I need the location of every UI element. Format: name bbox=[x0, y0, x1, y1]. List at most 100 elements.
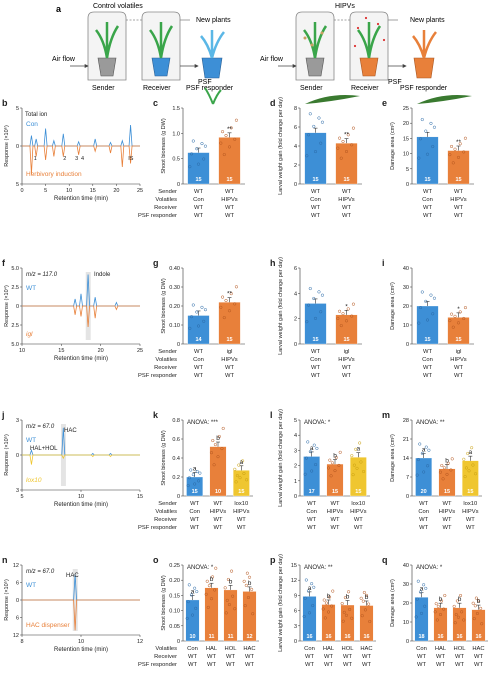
y-tick-label: 0 bbox=[406, 639, 409, 645]
row-cell: Con bbox=[310, 197, 321, 203]
y-tick-label: 4 bbox=[294, 144, 297, 150]
row-cell: WT bbox=[362, 654, 371, 660]
data-point bbox=[364, 593, 369, 597]
series-bottom-label: Herbivory induction bbox=[26, 171, 82, 178]
data-point bbox=[303, 596, 307, 600]
row-cell: WT bbox=[342, 189, 351, 195]
data-point bbox=[346, 307, 350, 311]
row-cell: igl bbox=[227, 349, 233, 355]
n-label: 15 bbox=[424, 337, 430, 343]
data-point bbox=[219, 305, 223, 309]
data-point bbox=[329, 474, 333, 478]
y-tick-label: 9 bbox=[294, 593, 297, 599]
sig-label: a bbox=[193, 465, 197, 472]
data-point bbox=[420, 290, 424, 294]
n-label: 15 bbox=[226, 337, 232, 343]
row-cell: WT bbox=[330, 517, 339, 523]
y-tick-label: 0 bbox=[177, 342, 180, 348]
x-tick-label: 15 bbox=[58, 348, 64, 354]
y-axis-label: Damage area (cm²) bbox=[390, 122, 396, 170]
data-point bbox=[242, 579, 246, 583]
y-tick-label: 6 bbox=[294, 125, 297, 131]
row-cell: WT bbox=[343, 654, 352, 660]
data-point bbox=[344, 613, 348, 617]
row-cell: WT bbox=[305, 662, 314, 668]
series-top-label: WT bbox=[26, 285, 36, 292]
row-cell: HIPVs bbox=[450, 197, 467, 203]
row-cell: WT bbox=[454, 189, 463, 195]
data-point bbox=[344, 149, 349, 154]
y-tick-label: 0.25 bbox=[169, 563, 180, 569]
row-cell: WT bbox=[190, 517, 199, 523]
data-point bbox=[417, 156, 421, 160]
data-point bbox=[358, 441, 362, 445]
data-point bbox=[307, 133, 311, 137]
data-point bbox=[229, 126, 233, 130]
data-point bbox=[458, 310, 462, 314]
header-hipvs: HIPVs bbox=[335, 3, 355, 10]
data-point bbox=[448, 153, 452, 157]
row-header: Volatiles bbox=[155, 509, 177, 515]
row-cell: WT bbox=[307, 501, 316, 507]
data-point bbox=[202, 157, 206, 161]
data-point bbox=[438, 613, 443, 617]
y-tick-label: 0.15 bbox=[169, 593, 180, 599]
row-cell: WT bbox=[417, 662, 426, 668]
y-tick-label: 0 bbox=[294, 639, 297, 645]
y-tick-label: 0 bbox=[16, 598, 19, 604]
data-point bbox=[479, 606, 483, 610]
row-cell: WT bbox=[307, 525, 316, 531]
row-cell: Con bbox=[187, 646, 198, 652]
data-point bbox=[222, 316, 226, 320]
row-cell: igl bbox=[456, 349, 462, 355]
data-point bbox=[319, 310, 323, 314]
row-cell: WT bbox=[454, 373, 463, 379]
row-cell: Con bbox=[422, 357, 433, 363]
panel-label-l: l bbox=[270, 410, 273, 420]
data-point bbox=[342, 610, 346, 614]
data-point bbox=[233, 467, 237, 471]
n-label: 15 bbox=[455, 177, 461, 183]
y-tick-label: 0.8 bbox=[172, 418, 180, 424]
data-point bbox=[455, 599, 459, 603]
y-tick-label: 0.10 bbox=[169, 609, 180, 615]
row-cell: lox10 bbox=[351, 501, 365, 507]
row-cell: HIPVs bbox=[338, 357, 355, 363]
y-tick-label: 0 bbox=[16, 453, 19, 459]
panel-label-d: d bbox=[270, 98, 276, 108]
row-cell: Con bbox=[310, 357, 321, 363]
data-point bbox=[453, 621, 457, 625]
data-point bbox=[312, 124, 316, 128]
data-point bbox=[190, 613, 195, 617]
row-cell: WT bbox=[354, 517, 363, 523]
mz-label: m/z = 117.0 bbox=[26, 272, 58, 278]
y-tick-label: 0 bbox=[294, 342, 297, 348]
row-cell: WT bbox=[194, 189, 203, 195]
panel-a-schematic: a Control volatiles HIPVs Air flow Sende… bbox=[52, 3, 448, 92]
row-cell: WT bbox=[225, 373, 234, 379]
row-cell: WT bbox=[442, 517, 451, 523]
row-cell: WT bbox=[225, 213, 234, 219]
data-point bbox=[440, 599, 444, 603]
row-cell: HAC bbox=[243, 646, 255, 652]
data-point bbox=[202, 319, 206, 323]
data-point bbox=[435, 618, 439, 622]
row-header: Volatiles bbox=[155, 197, 177, 203]
data-point bbox=[473, 604, 477, 608]
data-point bbox=[442, 466, 446, 470]
series-bottom-label: HAC dispenser bbox=[26, 622, 71, 629]
n-label: 16 bbox=[306, 634, 312, 640]
y-tick-label: 0.20 bbox=[169, 304, 180, 310]
y-axis-label: Damage area (cm²) bbox=[390, 579, 396, 627]
data-point bbox=[367, 602, 371, 606]
data-point bbox=[438, 470, 443, 474]
y-tick-label: 2 bbox=[294, 464, 297, 470]
n-label: 14 bbox=[195, 337, 202, 343]
data-point bbox=[195, 310, 199, 314]
data-point bbox=[222, 152, 226, 157]
data-point bbox=[351, 126, 355, 130]
peak-label: 2 bbox=[63, 156, 66, 162]
n-label: 15 bbox=[238, 489, 244, 495]
